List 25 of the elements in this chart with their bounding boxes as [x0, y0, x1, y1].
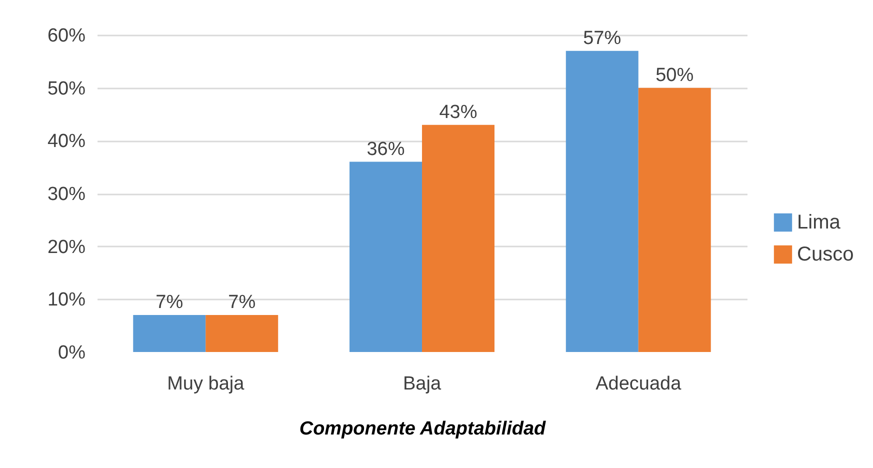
y-tick-label: 50%	[47, 78, 86, 100]
x-axis-title: Componente Adaptabilidad	[299, 418, 546, 440]
data-label: 7%	[228, 292, 256, 314]
bar	[566, 50, 638, 352]
bar	[133, 315, 206, 352]
y-tick-label: 40%	[47, 131, 86, 152]
data-label: 36%	[366, 138, 405, 160]
y-tick-label: 10%	[47, 290, 86, 311]
legend-label: Cusco	[797, 244, 854, 266]
y-tick-label: 30%	[47, 184, 86, 205]
x-tick-label: Muy baja	[167, 374, 245, 394]
x-tick-label: Baja	[402, 374, 442, 394]
y-tick-label: 60%	[47, 26, 86, 46]
data-label: 43%	[439, 102, 478, 123]
legend-label: Lima	[797, 212, 842, 234]
bar	[422, 124, 494, 352]
data-label: 7%	[156, 292, 184, 314]
bar	[638, 88, 711, 352]
bar	[206, 315, 278, 352]
x-tick-label: Adecuada	[596, 374, 682, 394]
data-label: 57%	[583, 28, 622, 49]
y-tick-label: 0%	[58, 342, 86, 364]
y-tick-label: 20%	[47, 236, 86, 258]
data-label: 50%	[656, 64, 694, 86]
bar	[350, 162, 422, 352]
